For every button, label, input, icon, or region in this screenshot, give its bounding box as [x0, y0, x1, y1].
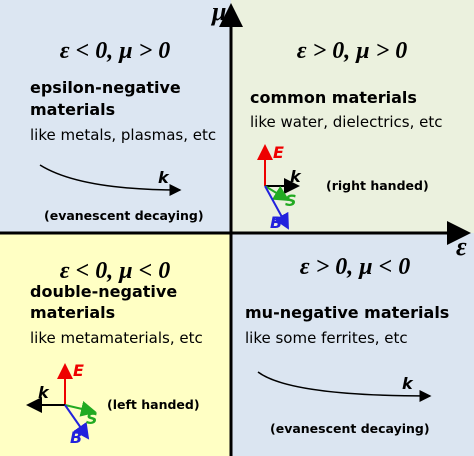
title: epsilon-negative — [30, 78, 181, 97]
description: like some ferrites, etc — [245, 329, 408, 347]
description: like metals, plasmas, etc — [30, 126, 216, 144]
axis-label: ε — [456, 232, 467, 261]
b-vector — [264, 185, 289, 230]
wave-curve — [257, 371, 432, 402]
b-vector — [64, 404, 90, 440]
description: like water, dielectrics, etc — [250, 113, 443, 131]
quadrant-bg — [0, 233, 231, 456]
note: (evanescent decaying) — [270, 421, 430, 436]
k-label: k — [158, 168, 170, 187]
title: materials — [30, 100, 115, 119]
note: (left handed) — [107, 397, 200, 412]
note: (evanescent decaying) — [44, 208, 204, 223]
quadrant-bg — [0, 0, 231, 233]
b-label: B — [70, 428, 82, 447]
description: like metamaterials, etc — [30, 329, 203, 347]
e-label: E — [273, 143, 284, 162]
s-label: S — [86, 409, 98, 428]
e-label: E — [73, 361, 84, 380]
k-label: k — [402, 374, 414, 393]
condition: ε > 0, μ < 0 — [300, 254, 411, 280]
s-label: S — [285, 191, 297, 210]
condition: ε > 0, μ > 0 — [297, 38, 408, 64]
s-vector — [64, 401, 97, 417]
quadrant-bg — [231, 233, 474, 456]
title: materials — [30, 303, 115, 322]
note: (right handed) — [326, 178, 429, 193]
wave-curve — [39, 164, 182, 196]
k-label: k — [290, 167, 302, 186]
k-label: k — [38, 383, 50, 402]
axis-label: μ — [210, 0, 226, 26]
title: double-negative — [30, 282, 177, 301]
title: common materials — [250, 88, 417, 107]
quadrant-bg — [231, 0, 474, 233]
b-label: B — [270, 213, 282, 232]
condition: ε < 0, μ > 0 — [60, 38, 171, 64]
title: mu-negative materials — [245, 303, 449, 322]
s-vector — [264, 185, 290, 202]
condition: ε < 0, μ < 0 — [60, 258, 171, 284]
